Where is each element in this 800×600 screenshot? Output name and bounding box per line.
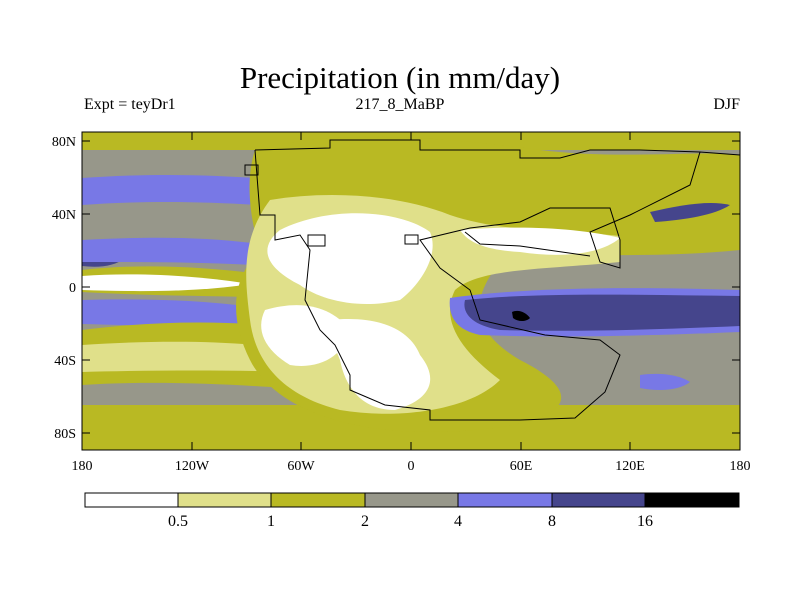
lat-axis xyxy=(82,140,740,434)
lon-tick-label: 120W xyxy=(175,459,210,474)
lon-tick-label: 180 xyxy=(730,459,751,474)
coastline xyxy=(244,139,740,421)
land-desert-north xyxy=(267,213,433,305)
north-east-wet xyxy=(650,202,730,222)
lon-tick-label: 120E xyxy=(615,459,645,474)
age-label: 217_8_MaBP xyxy=(355,96,445,113)
land-desert-southwest xyxy=(261,305,350,366)
map-title: Precipitation (in mm/day) xyxy=(239,60,561,95)
lon-tick-label: 0 xyxy=(408,459,415,474)
lon-tick-label: 60W xyxy=(287,459,315,474)
colorbar-swatch xyxy=(85,493,178,507)
lat-tick-label: 80N xyxy=(52,135,76,150)
colorbar-label: 4 xyxy=(454,513,462,530)
colorbar: 0.5 1 2 4 8 16 xyxy=(84,492,740,530)
lon-tick-label: 180 xyxy=(72,459,93,474)
colorbar-swatch xyxy=(178,493,271,507)
lat-tick-label: 0 xyxy=(69,281,76,296)
colorbar-swatch xyxy=(645,493,739,507)
tethys-extreme xyxy=(512,310,530,321)
colorbar-label: 0.5 xyxy=(168,513,188,530)
season-label: DJF xyxy=(713,96,740,113)
south-east-wet xyxy=(640,373,690,390)
map-plot-area xyxy=(82,132,740,450)
lon-tick-label: 60E xyxy=(510,459,533,474)
colorbar-swatch xyxy=(552,493,645,507)
band-equator-white xyxy=(82,274,250,292)
colorbar-swatch xyxy=(458,493,552,507)
lat-tick-label: 80S xyxy=(54,427,76,442)
land-desert-south xyxy=(328,319,431,410)
colorbar-label: 1 xyxy=(267,513,275,530)
colorbar-swatch xyxy=(365,493,458,507)
lat-tick-label: 40S xyxy=(54,354,76,369)
colorbar-swatch xyxy=(271,493,365,507)
colorbar-label: 8 xyxy=(548,513,556,530)
lon-axis xyxy=(81,132,741,450)
lat-tick-label: 40N xyxy=(52,208,76,223)
tethys-heavy xyxy=(464,294,740,331)
land-desert-east xyxy=(460,227,620,255)
experiment-label: Expt = teyDr1 xyxy=(84,96,176,113)
band-itcz-upper xyxy=(82,237,300,268)
colorbar-label: 2 xyxy=(361,513,369,530)
colorbar-frame xyxy=(84,492,740,508)
colorbar-label: 16 xyxy=(637,513,653,530)
